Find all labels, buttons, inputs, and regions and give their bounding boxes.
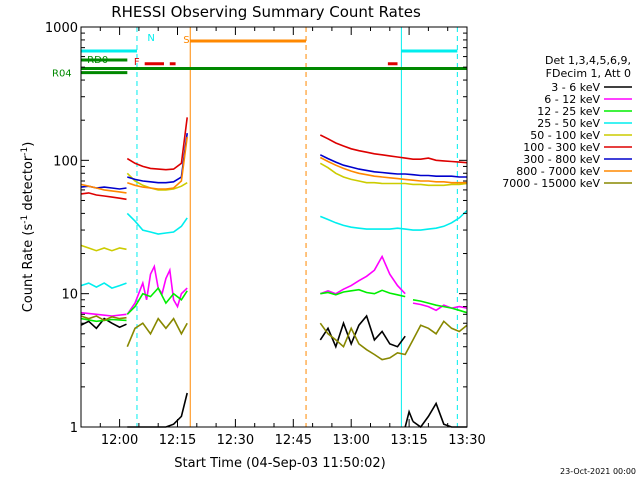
legend-entry-label: 7000 - 15000 keV (502, 177, 600, 190)
series-line (80, 311, 127, 317)
legend-entry-label: 50 - 100 keV (530, 129, 600, 142)
x-tick-label: 12:15 (159, 433, 196, 448)
series-line (126, 212, 188, 235)
legend-entry-label: 3 - 6 keV (551, 81, 600, 94)
series-line (126, 286, 188, 315)
x-tick-label: 12:30 (217, 433, 254, 448)
x-tick-label: 13:15 (390, 433, 427, 448)
series-line (126, 117, 188, 171)
footer-date: 23-Oct-2021 00:00 (560, 467, 636, 476)
series-line (80, 315, 127, 322)
y-tick-label: 10 (61, 288, 78, 303)
series-line (127, 132, 188, 184)
y-label-part: Count Rate (s (21, 224, 36, 313)
series-line (320, 210, 468, 231)
series-line (412, 302, 468, 312)
y-tick-label: 100 (53, 154, 78, 169)
legend-entry-label: 6 - 12 keV (544, 93, 600, 106)
legend-entry-label: 800 - 7000 keV (516, 165, 600, 178)
legend-entry-label: 100 - 300 keV (523, 141, 600, 154)
series-line (320, 288, 406, 298)
series-line (404, 409, 414, 428)
series-line (319, 320, 468, 361)
x-axis-label: Start Time (04-Sep-03 11:50:02) (174, 456, 385, 471)
series-line (319, 134, 468, 164)
series-line (80, 282, 127, 289)
y-label-part: detector (21, 155, 36, 215)
series-line (127, 136, 188, 190)
legend-entry-label: 300 - 800 keV (523, 153, 600, 166)
legend-header-line: Det 1,3,4,5,6,9, (545, 54, 631, 67)
x-tick-label: 13:00 (332, 433, 369, 448)
series-line (319, 162, 468, 187)
y-label-part: ) (21, 142, 36, 147)
series-line (412, 299, 468, 314)
series-line (80, 183, 127, 194)
chart-title: RHESSI Observing Summary Count Rates (111, 3, 421, 21)
x-tick-label: 12:45 (275, 433, 312, 448)
y-tick-label: 1000 (45, 21, 78, 36)
y-axis-label: Count Rate (s-1 detector-1) (20, 142, 36, 313)
series-line (319, 156, 467, 184)
series-line (80, 244, 127, 252)
legend-header-line: FDecim 1, Att 0 (546, 67, 631, 80)
x-tick-label: 12:00 (101, 433, 138, 448)
state-bar-label: N (147, 33, 154, 44)
state-bar-label: S (183, 35, 189, 46)
y-label-exponent: -1 (20, 147, 30, 156)
series-line (80, 192, 127, 201)
state-bar-label: RD0 (87, 55, 108, 66)
state-bar-label: F (134, 57, 140, 68)
series-line (319, 314, 406, 349)
series-line (126, 172, 188, 191)
y-tick-label: 1 (70, 421, 78, 436)
series-line (319, 154, 467, 178)
plot-area: N S F RD0 R04 (52, 27, 468, 429)
legend-entry-label: 12 - 25 keV (537, 105, 600, 118)
series-line (126, 317, 188, 348)
state-bar-label: R04 (52, 69, 72, 80)
series-line (80, 317, 127, 330)
legend: Det 1,3,4,5,6,9, FDecim 1, Att 0 3 - 6 k… (502, 54, 632, 190)
series-line (320, 254, 406, 295)
x-tick-label: 13:30 (448, 433, 485, 448)
legend-entry-label: 25 - 50 keV (537, 117, 600, 130)
y-label-exponent: -1 (20, 215, 30, 224)
